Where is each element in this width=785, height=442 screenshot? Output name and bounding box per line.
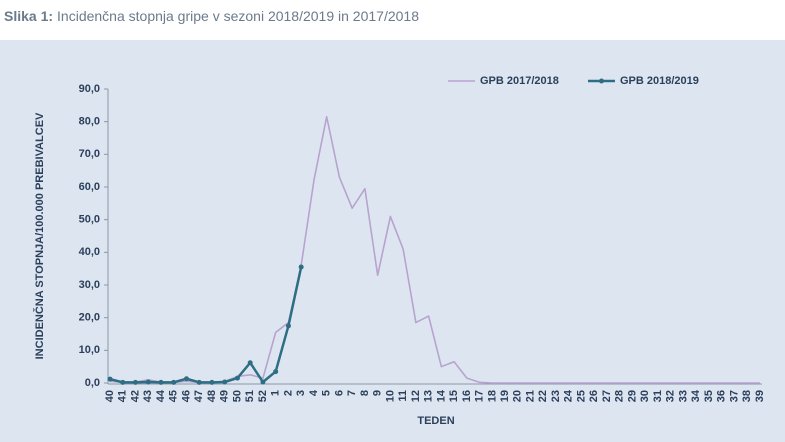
- x-tick-label: 3: [295, 390, 307, 396]
- x-tick-label: 50: [231, 390, 243, 402]
- x-tick-label: 23: [550, 390, 562, 402]
- y-tick-label: 60,0: [79, 181, 100, 193]
- data-point: [120, 379, 126, 385]
- y-tick-label: 70,0: [79, 148, 100, 160]
- x-tick-label: 5: [321, 390, 333, 396]
- x-tick-label: 13: [423, 390, 435, 402]
- y-tick-label: 50,0: [79, 214, 100, 226]
- x-tick-label: 6: [333, 390, 345, 396]
- x-tick-label: 44: [155, 389, 167, 402]
- data-point: [273, 369, 279, 375]
- x-tick-label: 21: [524, 390, 536, 402]
- x-tick-label: 41: [117, 390, 129, 402]
- legend-label: GPB 2018/2019: [620, 75, 699, 87]
- x-tick-label: 27: [601, 390, 613, 402]
- data-point: [145, 379, 151, 385]
- x-tick-label: 11: [397, 390, 409, 402]
- x-tick-label: 29: [626, 390, 638, 402]
- data-point: [209, 379, 215, 385]
- x-axis-title: TEDEN: [417, 415, 454, 427]
- data-point: [285, 323, 291, 329]
- y-axis-title: INCIDENČNA STOPNJA/100.000 PREBIVALCEV: [33, 112, 46, 359]
- series-line: [109, 266, 303, 384]
- y-tick-label: 0,0: [85, 377, 100, 389]
- x-tick-label: 26: [588, 390, 600, 402]
- caption: Slika 1: Incidenčna stopnja gripe v sezon…: [4, 8, 419, 24]
- x-tick-label: 17: [474, 390, 486, 402]
- x-tick-label: 18: [486, 390, 498, 402]
- x-tick-label: 28: [614, 390, 626, 402]
- x-tick-label: 9: [372, 390, 384, 396]
- data-point: [234, 375, 240, 381]
- x-tick-label: 38: [741, 390, 753, 402]
- legend-label: GPB 2017/2018: [480, 75, 559, 87]
- x-tick-label: 40: [104, 390, 116, 402]
- x-tick-label: 49: [219, 390, 231, 402]
- data-point: [132, 379, 138, 385]
- x-tick-label: 31: [652, 390, 664, 402]
- x-tick-label: 51: [244, 390, 256, 402]
- x-tick-label: 47: [193, 390, 205, 402]
- x-tick-label: 32: [665, 390, 677, 402]
- x-tick-label: 52: [257, 390, 269, 402]
- data-point: [158, 379, 164, 385]
- x-tick-label: 36: [716, 390, 728, 402]
- data-point: [107, 376, 113, 382]
- legend-marker: [599, 78, 604, 84]
- x-tick-label: 43: [142, 390, 154, 402]
- data-point: [222, 379, 228, 385]
- x-tick-label: 15: [448, 390, 460, 402]
- x-tick-label: 7: [346, 390, 358, 396]
- y-tick-label: 30,0: [79, 279, 100, 291]
- x-tick-label: 14: [435, 389, 447, 402]
- data-point: [183, 376, 189, 382]
- x-tick-label: 30: [639, 390, 651, 402]
- y-tick-label: 10,0: [79, 344, 100, 356]
- data-point: [260, 379, 266, 385]
- x-tick-label: 37: [728, 390, 740, 402]
- data-point: [298, 264, 304, 270]
- x-tick-label: 39: [754, 390, 766, 402]
- y-tick-label: 40,0: [79, 246, 100, 258]
- x-tick-label: 16: [461, 390, 473, 402]
- x-tick-label: 42: [129, 390, 141, 402]
- y-tick-label: 20,0: [79, 312, 100, 324]
- x-tick-label: 24: [563, 389, 575, 402]
- x-tick-label: 19: [499, 390, 511, 402]
- x-tick-label: 12: [410, 390, 422, 402]
- x-tick-label: 35: [703, 390, 715, 402]
- chart-panel: [0, 40, 785, 442]
- x-tick-label: 1: [270, 390, 282, 396]
- x-tick-label: 2: [282, 390, 294, 396]
- x-tick-label: 10: [384, 390, 396, 402]
- x-tick-label: 46: [180, 390, 192, 402]
- y-tick-label: 80,0: [79, 116, 100, 128]
- x-tick-label: 22: [537, 390, 549, 402]
- x-tick-label: 34: [690, 389, 702, 402]
- x-tick-label: 45: [168, 390, 180, 402]
- data-point: [171, 379, 177, 385]
- x-tick-label: 20: [512, 390, 524, 402]
- data-point: [196, 379, 202, 385]
- data-point: [247, 360, 253, 366]
- caption-label: Slika 1:: [4, 8, 53, 24]
- chart-title: Incidenčna stopnja gripe v sezoni 2018/2…: [57, 8, 419, 24]
- x-tick-label: 33: [677, 390, 689, 402]
- x-tick-label: 25: [575, 390, 587, 402]
- x-tick-label: 48: [206, 390, 218, 402]
- x-tick-label: 4: [308, 389, 320, 396]
- y-tick-label: 90,0: [79, 83, 100, 95]
- x-tick-label: 8: [359, 390, 371, 396]
